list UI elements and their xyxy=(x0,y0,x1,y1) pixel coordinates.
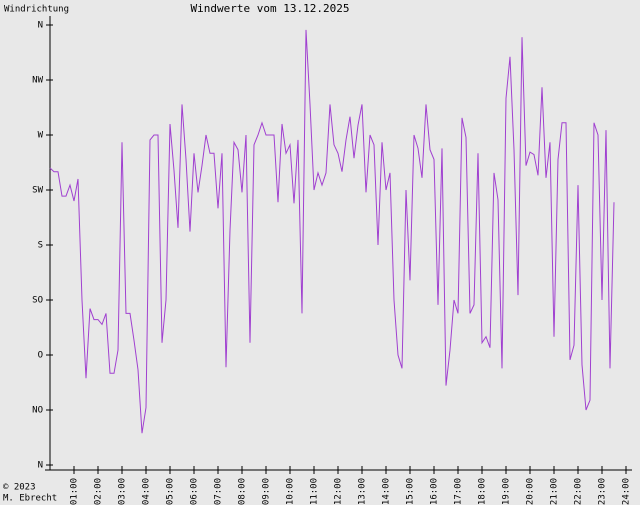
x-tick-label: 14:00 xyxy=(382,478,392,505)
x-tick-label: 09:00 xyxy=(262,478,272,505)
wind-line xyxy=(49,29,615,434)
x-tick-label: 15:00 xyxy=(406,478,416,505)
x-tick-label: 24:00 xyxy=(622,478,632,505)
x-tick-label: 19:00 xyxy=(502,478,512,505)
y-axis-label: Windrichtung xyxy=(4,5,69,15)
x-tick-label: 10:00 xyxy=(286,478,296,505)
x-tick-label: 23:00 xyxy=(598,478,608,505)
x-tick-label: 04:00 xyxy=(142,478,152,505)
chart-title: Windwerte vom 13.12.2025 xyxy=(191,2,350,15)
x-tick-label: 05:00 xyxy=(166,478,176,505)
x-tick-label: 11:00 xyxy=(310,478,320,505)
y-tick-label: W xyxy=(38,131,44,141)
y-tick-label: N xyxy=(38,21,43,31)
y-tick-label: NW xyxy=(32,76,43,86)
y-tick-label: S xyxy=(38,241,43,251)
x-tick-label: 18:00 xyxy=(478,478,488,505)
x-tick-label: 17:00 xyxy=(454,478,464,505)
y-tick-label: SW xyxy=(32,186,43,196)
y-tick-label: SO xyxy=(32,296,43,306)
x-tick-label: 16:00 xyxy=(430,478,440,505)
x-tick-label: 21:00 xyxy=(550,478,560,505)
y-tick-label: O xyxy=(38,351,43,361)
x-tick-label: 22:00 xyxy=(574,478,584,505)
x-tick-label: 02:00 xyxy=(94,478,104,505)
credit: © 2023 xyxy=(3,483,36,493)
x-tick-label: 06:00 xyxy=(190,478,200,505)
x-tick-label: 08:00 xyxy=(238,478,248,505)
y-tick-label: NO xyxy=(32,406,43,416)
x-tick-label: 20:00 xyxy=(526,478,536,505)
y-tick-label: N xyxy=(38,461,43,471)
x-tick-label: 13:00 xyxy=(358,478,368,505)
x-tick-label: 03:00 xyxy=(118,478,128,505)
x-tick-label: 07:00 xyxy=(214,478,224,505)
x-tick-label: 12:00 xyxy=(334,478,344,505)
x-tick-label: 01:00 xyxy=(70,478,80,505)
credit: M. Ebrecht xyxy=(3,494,57,504)
